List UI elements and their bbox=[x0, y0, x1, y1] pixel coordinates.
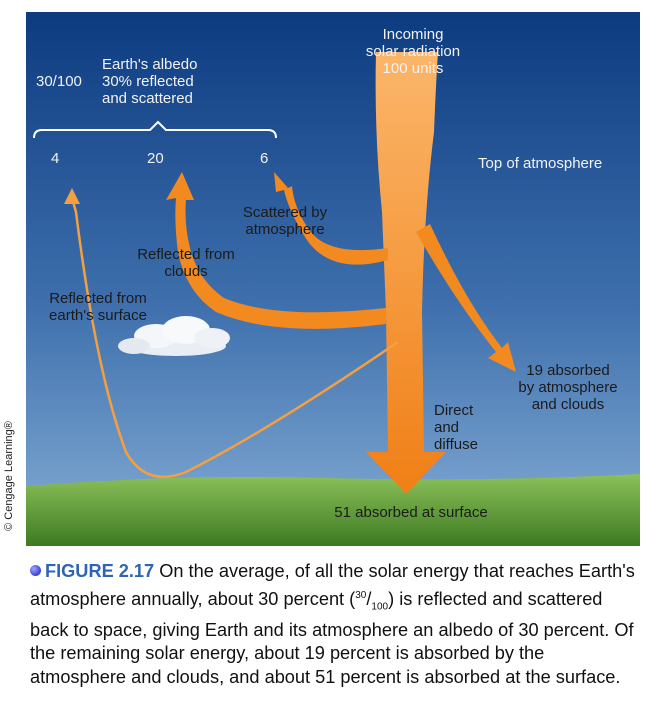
surface-reflection-line bbox=[70, 197, 399, 479]
surface-reflected-label: Reflected from earth's surface bbox=[49, 290, 147, 324]
caption-text-after: ) is reflected and scattered back to spa… bbox=[30, 588, 634, 687]
absorbed-atmosphere-arrow bbox=[416, 224, 516, 372]
incoming-beam-arrow bbox=[366, 52, 446, 494]
caption-fraction: 30/100 bbox=[355, 588, 389, 613]
scattered-arrow bbox=[274, 172, 388, 265]
surface-reflection-arrowhead bbox=[64, 188, 80, 204]
value-scattered: 6 bbox=[260, 150, 269, 167]
ground bbox=[26, 474, 640, 546]
scattered-label: Scattered by atmosphere bbox=[242, 204, 328, 238]
absorbed-atmosphere-label: 19 absorbed by atmosphere and clouds bbox=[518, 362, 618, 413]
caption-bullet-icon bbox=[30, 565, 41, 576]
clouds-reflected-label: Reflected from clouds bbox=[137, 246, 235, 280]
value-surface-reflected: 4 bbox=[51, 150, 60, 167]
albedo-ratio: 30/100 bbox=[36, 73, 82, 90]
albedo-label: Earth's albedo 30% reflected and scatter… bbox=[102, 56, 198, 107]
absorbed-surface-label: 51 absorbed at surface bbox=[334, 504, 488, 521]
value-cloud-reflected: 20 bbox=[147, 150, 164, 167]
energy-balance-diagram: Incoming solar radiation 100 units Earth… bbox=[26, 12, 640, 546]
diagram-graphic bbox=[26, 12, 640, 546]
incoming-radiation-label: Incoming solar radiation 100 units bbox=[365, 26, 461, 77]
caption-text-before: On the average, of all the solar energy … bbox=[30, 561, 635, 609]
cloud-reflection-arrow bbox=[166, 172, 386, 329]
cloud bbox=[118, 316, 230, 356]
copyright-notice: © Cengage Learning® bbox=[3, 421, 15, 531]
direct-diffuse-label: Direct and diffuse bbox=[434, 402, 478, 453]
albedo-bracket bbox=[33, 120, 277, 139]
figure-caption: FIGURE 2.17 On the average, of all the s… bbox=[30, 560, 645, 689]
top-of-atmosphere-label: Top of atmosphere bbox=[478, 155, 603, 172]
figure-number: FIGURE 2.17 bbox=[45, 561, 155, 581]
